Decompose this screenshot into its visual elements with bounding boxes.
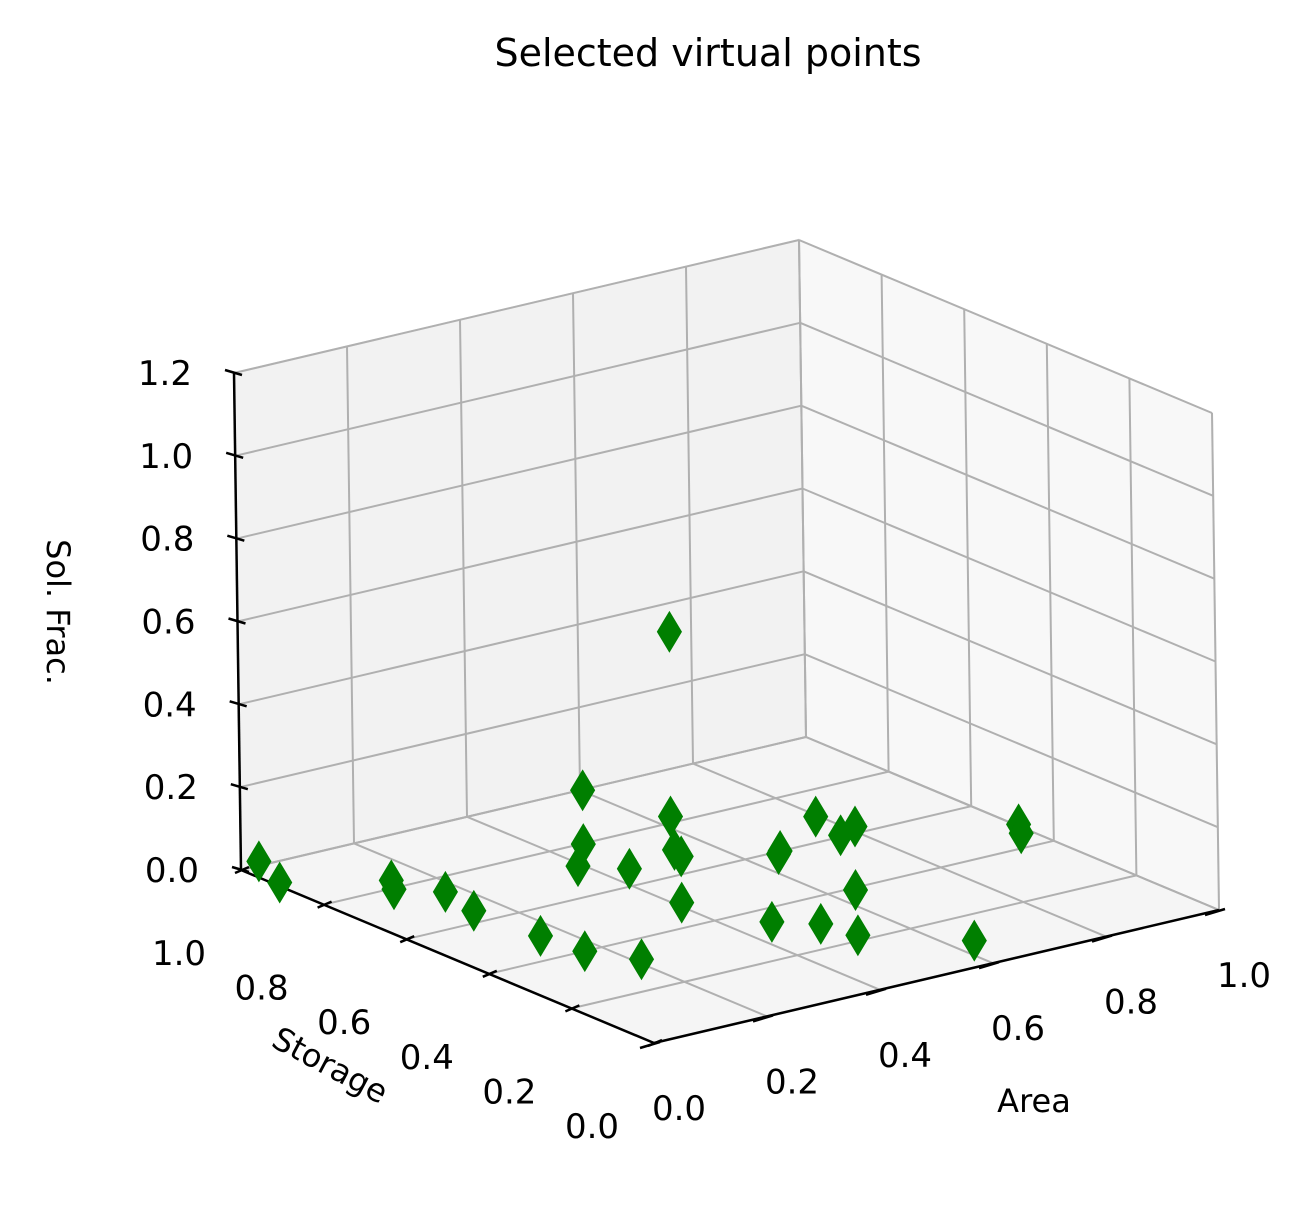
data-point: [668, 835, 694, 878]
grid-line-area: [692, 762, 1107, 938]
y-axis-line: [240, 868, 655, 1045]
data-point: [759, 900, 785, 943]
grid-line-solfrac: [238, 570, 804, 706]
y-tick-label: 0.8: [235, 969, 289, 1009]
data-point: [842, 869, 869, 911]
x-tick: [865, 987, 887, 996]
tick-labels: 0.0 0.2 0.4 0.6 0.8 1.0 0.0 0.2 0.4 0.6 0.8 1.0 0.0 0…: [138, 354, 1271, 1147]
grid-line-solfrac: [240, 736, 807, 871]
grid-line-solfrac: [800, 404, 1215, 580]
z-axis-label: Sol. Frac.: [39, 539, 77, 685]
grid-line-solfrac: [802, 487, 1216, 663]
data-point: [432, 870, 458, 913]
grid-line-solfrac: [233, 239, 800, 374]
data-point: [828, 814, 854, 857]
z-tick: [229, 700, 248, 708]
x-tick-label: 0.8: [1104, 983, 1158, 1023]
data-point: [803, 795, 829, 838]
x-tick: [978, 961, 1000, 970]
data-point: [628, 938, 655, 981]
grid-line-storage: [405, 805, 972, 941]
data-point: [808, 902, 834, 945]
z-tick: [224, 368, 243, 377]
z-tick-label: 0.8: [140, 520, 194, 560]
z-tick-label: 0.2: [144, 768, 198, 808]
y-tick-label: 1.0: [152, 934, 206, 974]
z-tick: [226, 534, 245, 542]
data-point: [570, 769, 596, 812]
grid-line-storage: [323, 770, 889, 906]
x-tick-label: 0.4: [878, 1036, 932, 1076]
y-tick: [399, 935, 415, 944]
grid-line-solfrac: [799, 321, 1214, 497]
data-point: [381, 868, 407, 911]
z-tick-label: 0.6: [141, 603, 195, 643]
x-tick-label: 0.0: [652, 1089, 706, 1129]
data-point: [572, 930, 598, 973]
grid-line-solfrac: [234, 321, 801, 457]
x-tick: [752, 1014, 774, 1023]
x-tick-label: 0.2: [765, 1062, 819, 1102]
x-tick-label: 1.0: [1217, 956, 1271, 996]
grid-line-solfrac: [798, 239, 1213, 414]
grid-line-solfrac: [804, 653, 1219, 829]
z-tick: [228, 617, 246, 625]
grid-line-solfrac: [237, 487, 803, 623]
data-point: [565, 845, 591, 888]
axis-panes: [232, 238, 1223, 1045]
tick-marks: [224, 368, 1226, 1050]
data-point: [527, 914, 554, 957]
data-points: [246, 610, 1034, 981]
grid-line-area: [579, 789, 994, 965]
data-point: [961, 919, 987, 962]
y-tick: [647, 1038, 663, 1048]
data-point: [246, 840, 272, 883]
data-point: [656, 610, 682, 653]
y-tick: [317, 900, 333, 909]
data-point: [616, 847, 642, 890]
data-point: [461, 889, 487, 932]
x-axis-line: [653, 908, 1220, 1045]
x-tick: [1091, 934, 1113, 943]
x-tick-label: 0.6: [991, 1009, 1045, 1049]
y-tick-label: 0.2: [482, 1072, 536, 1112]
z-tick: [231, 865, 250, 874]
z-tick-label: 0.0: [145, 851, 199, 891]
x-tick: [1204, 907, 1226, 917]
z-tick-label: 1.2: [138, 354, 192, 394]
z-tick-label: 1.0: [139, 437, 193, 477]
grid-line-solfrac: [239, 653, 806, 789]
z-tick-label: 0.4: [143, 685, 197, 725]
y-tick-label: 0.0: [565, 1107, 619, 1147]
y-tick-label: 0.4: [400, 1038, 454, 1078]
grid-line-area: [353, 842, 768, 1018]
data-point: [669, 881, 695, 924]
y-tick: [482, 969, 498, 978]
chart-title: Selected virtual points: [494, 31, 921, 75]
grid-line-solfrac: [236, 404, 802, 540]
data-point: [766, 833, 792, 875]
data-point: [267, 861, 293, 904]
x-axis-label: Area: [997, 1082, 1071, 1120]
data-point: [1008, 812, 1034, 855]
grid-line-solfrac: [803, 570, 1218, 746]
z-tick: [225, 451, 244, 460]
y-tick-label: 0.6: [317, 1003, 371, 1043]
z-tick: [230, 782, 249, 791]
data-point: [845, 914, 871, 957]
y-tick: [564, 1004, 580, 1013]
